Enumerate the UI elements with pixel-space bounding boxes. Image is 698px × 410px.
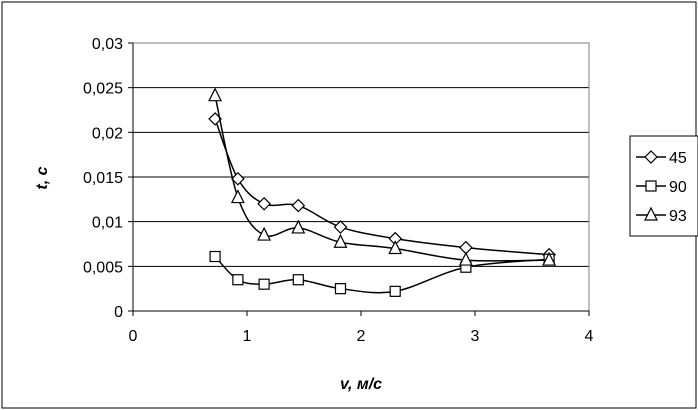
legend-label: 45 <box>669 150 687 167</box>
y-tick-labels: 0 0,005 0,01 0,015 0,02 0,025 0,03 <box>83 36 123 321</box>
series-93-point <box>333 233 348 248</box>
x-tick-labels: 0 1 2 3 4 <box>129 328 594 345</box>
series-93-point <box>542 251 557 266</box>
legend-marker <box>644 206 658 221</box>
series-90-point <box>334 283 347 295</box>
y-tick-label: 0,03 <box>92 36 123 53</box>
y-axis-title: t, с <box>34 166 51 189</box>
series-93-point <box>458 251 473 266</box>
series-45-point <box>231 171 245 186</box>
legend-marker <box>644 150 658 164</box>
series-45-point <box>333 220 348 234</box>
x-axis-title: v, м/с <box>340 376 382 393</box>
legend-label: 93 <box>669 208 687 225</box>
x-tick-label: 0 <box>129 328 138 345</box>
series-45 <box>208 112 556 262</box>
series-93 <box>208 87 557 266</box>
series-45-point <box>291 198 306 213</box>
series-90-point <box>389 285 401 297</box>
legend-items: 45 90 93 <box>636 150 687 225</box>
series-93-point <box>230 189 245 204</box>
series-90-point <box>232 274 244 286</box>
legend-label: 90 <box>669 179 687 196</box>
series-93-point <box>208 87 223 102</box>
legend-item-90: 90 <box>636 179 687 196</box>
y-tick-label: 0,02 <box>92 125 123 142</box>
y-tick-label: 0 <box>114 304 123 321</box>
series-93-point <box>388 240 403 255</box>
y-tick-label: 0,005 <box>83 259 123 276</box>
axes <box>128 42 590 316</box>
legend-item-93: 93 <box>636 206 687 225</box>
x-tick-label: 4 <box>585 328 594 345</box>
y-tick-label: 0,025 <box>83 81 123 98</box>
y-tick-label: 0,015 <box>83 170 123 187</box>
series-group <box>208 87 557 297</box>
series-90-point <box>258 278 270 290</box>
series-93-point <box>257 226 272 241</box>
legend-item-45: 45 <box>636 150 687 167</box>
series-93-point <box>291 219 306 234</box>
x-tick-label: 3 <box>471 328 480 345</box>
series-90-point <box>292 274 304 286</box>
y-tick-label: 0,01 <box>92 215 123 232</box>
legend: 45 90 93 <box>629 135 698 237</box>
x-tick-label: 2 <box>357 328 366 345</box>
legend-marker <box>645 180 657 192</box>
x-tick-label: 1 <box>243 328 252 345</box>
series-90-point <box>209 250 221 263</box>
series-45-point <box>257 196 271 211</box>
